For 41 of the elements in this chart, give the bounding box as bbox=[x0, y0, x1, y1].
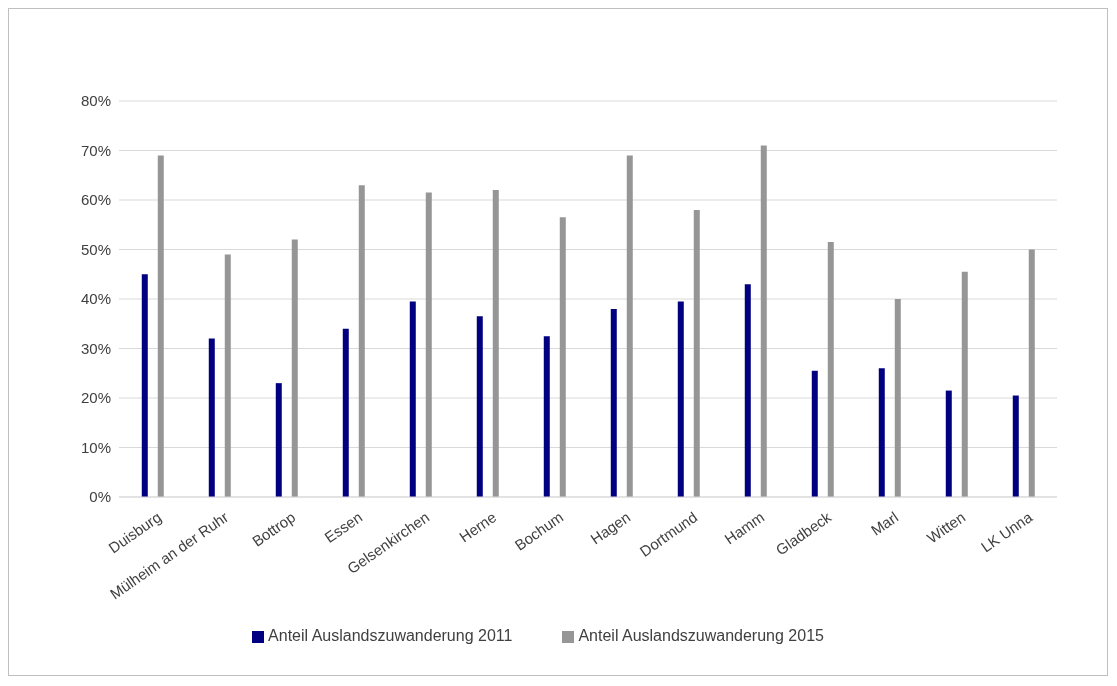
y-tick-label: 20% bbox=[80, 389, 111, 407]
bar bbox=[208, 338, 215, 497]
bar bbox=[141, 274, 148, 497]
bar bbox=[342, 328, 349, 497]
bar bbox=[1012, 395, 1019, 497]
bar bbox=[1028, 249, 1035, 497]
legend-label: Anteil Auslandszuwanderung 2011 bbox=[268, 627, 513, 644]
bar bbox=[291, 239, 298, 497]
bar bbox=[610, 308, 617, 497]
bar bbox=[811, 370, 818, 497]
bar bbox=[224, 254, 231, 497]
bar bbox=[961, 271, 968, 497]
y-tick-label: 60% bbox=[80, 191, 111, 209]
y-tick-label: 30% bbox=[80, 339, 111, 357]
bar bbox=[744, 284, 751, 497]
y-tick-label: 70% bbox=[80, 141, 111, 159]
bar bbox=[476, 316, 483, 497]
bar bbox=[492, 190, 499, 497]
y-tick-label: 80% bbox=[80, 92, 111, 110]
bar bbox=[559, 217, 566, 497]
legend-label: Anteil Auslandszuwanderung 2015 bbox=[578, 627, 824, 644]
y-tick-label: 50% bbox=[80, 240, 111, 258]
y-tick-label: 40% bbox=[80, 290, 111, 308]
bar bbox=[425, 192, 432, 497]
bar bbox=[157, 155, 164, 497]
bar bbox=[878, 368, 885, 497]
bar bbox=[894, 299, 901, 497]
x-tick-label: Marl bbox=[867, 508, 902, 539]
bar bbox=[275, 383, 282, 497]
bar bbox=[945, 390, 952, 497]
x-tick-label: LK Unna bbox=[977, 507, 1036, 556]
y-tick-label: 0% bbox=[89, 488, 111, 506]
bar bbox=[677, 301, 684, 497]
bar bbox=[358, 185, 365, 497]
bar bbox=[693, 209, 700, 497]
bar bbox=[543, 336, 550, 497]
bar bbox=[409, 301, 416, 497]
bar bbox=[760, 145, 767, 497]
bar bbox=[626, 155, 633, 497]
y-tick-label: 10% bbox=[80, 438, 111, 456]
bar bbox=[827, 242, 834, 497]
